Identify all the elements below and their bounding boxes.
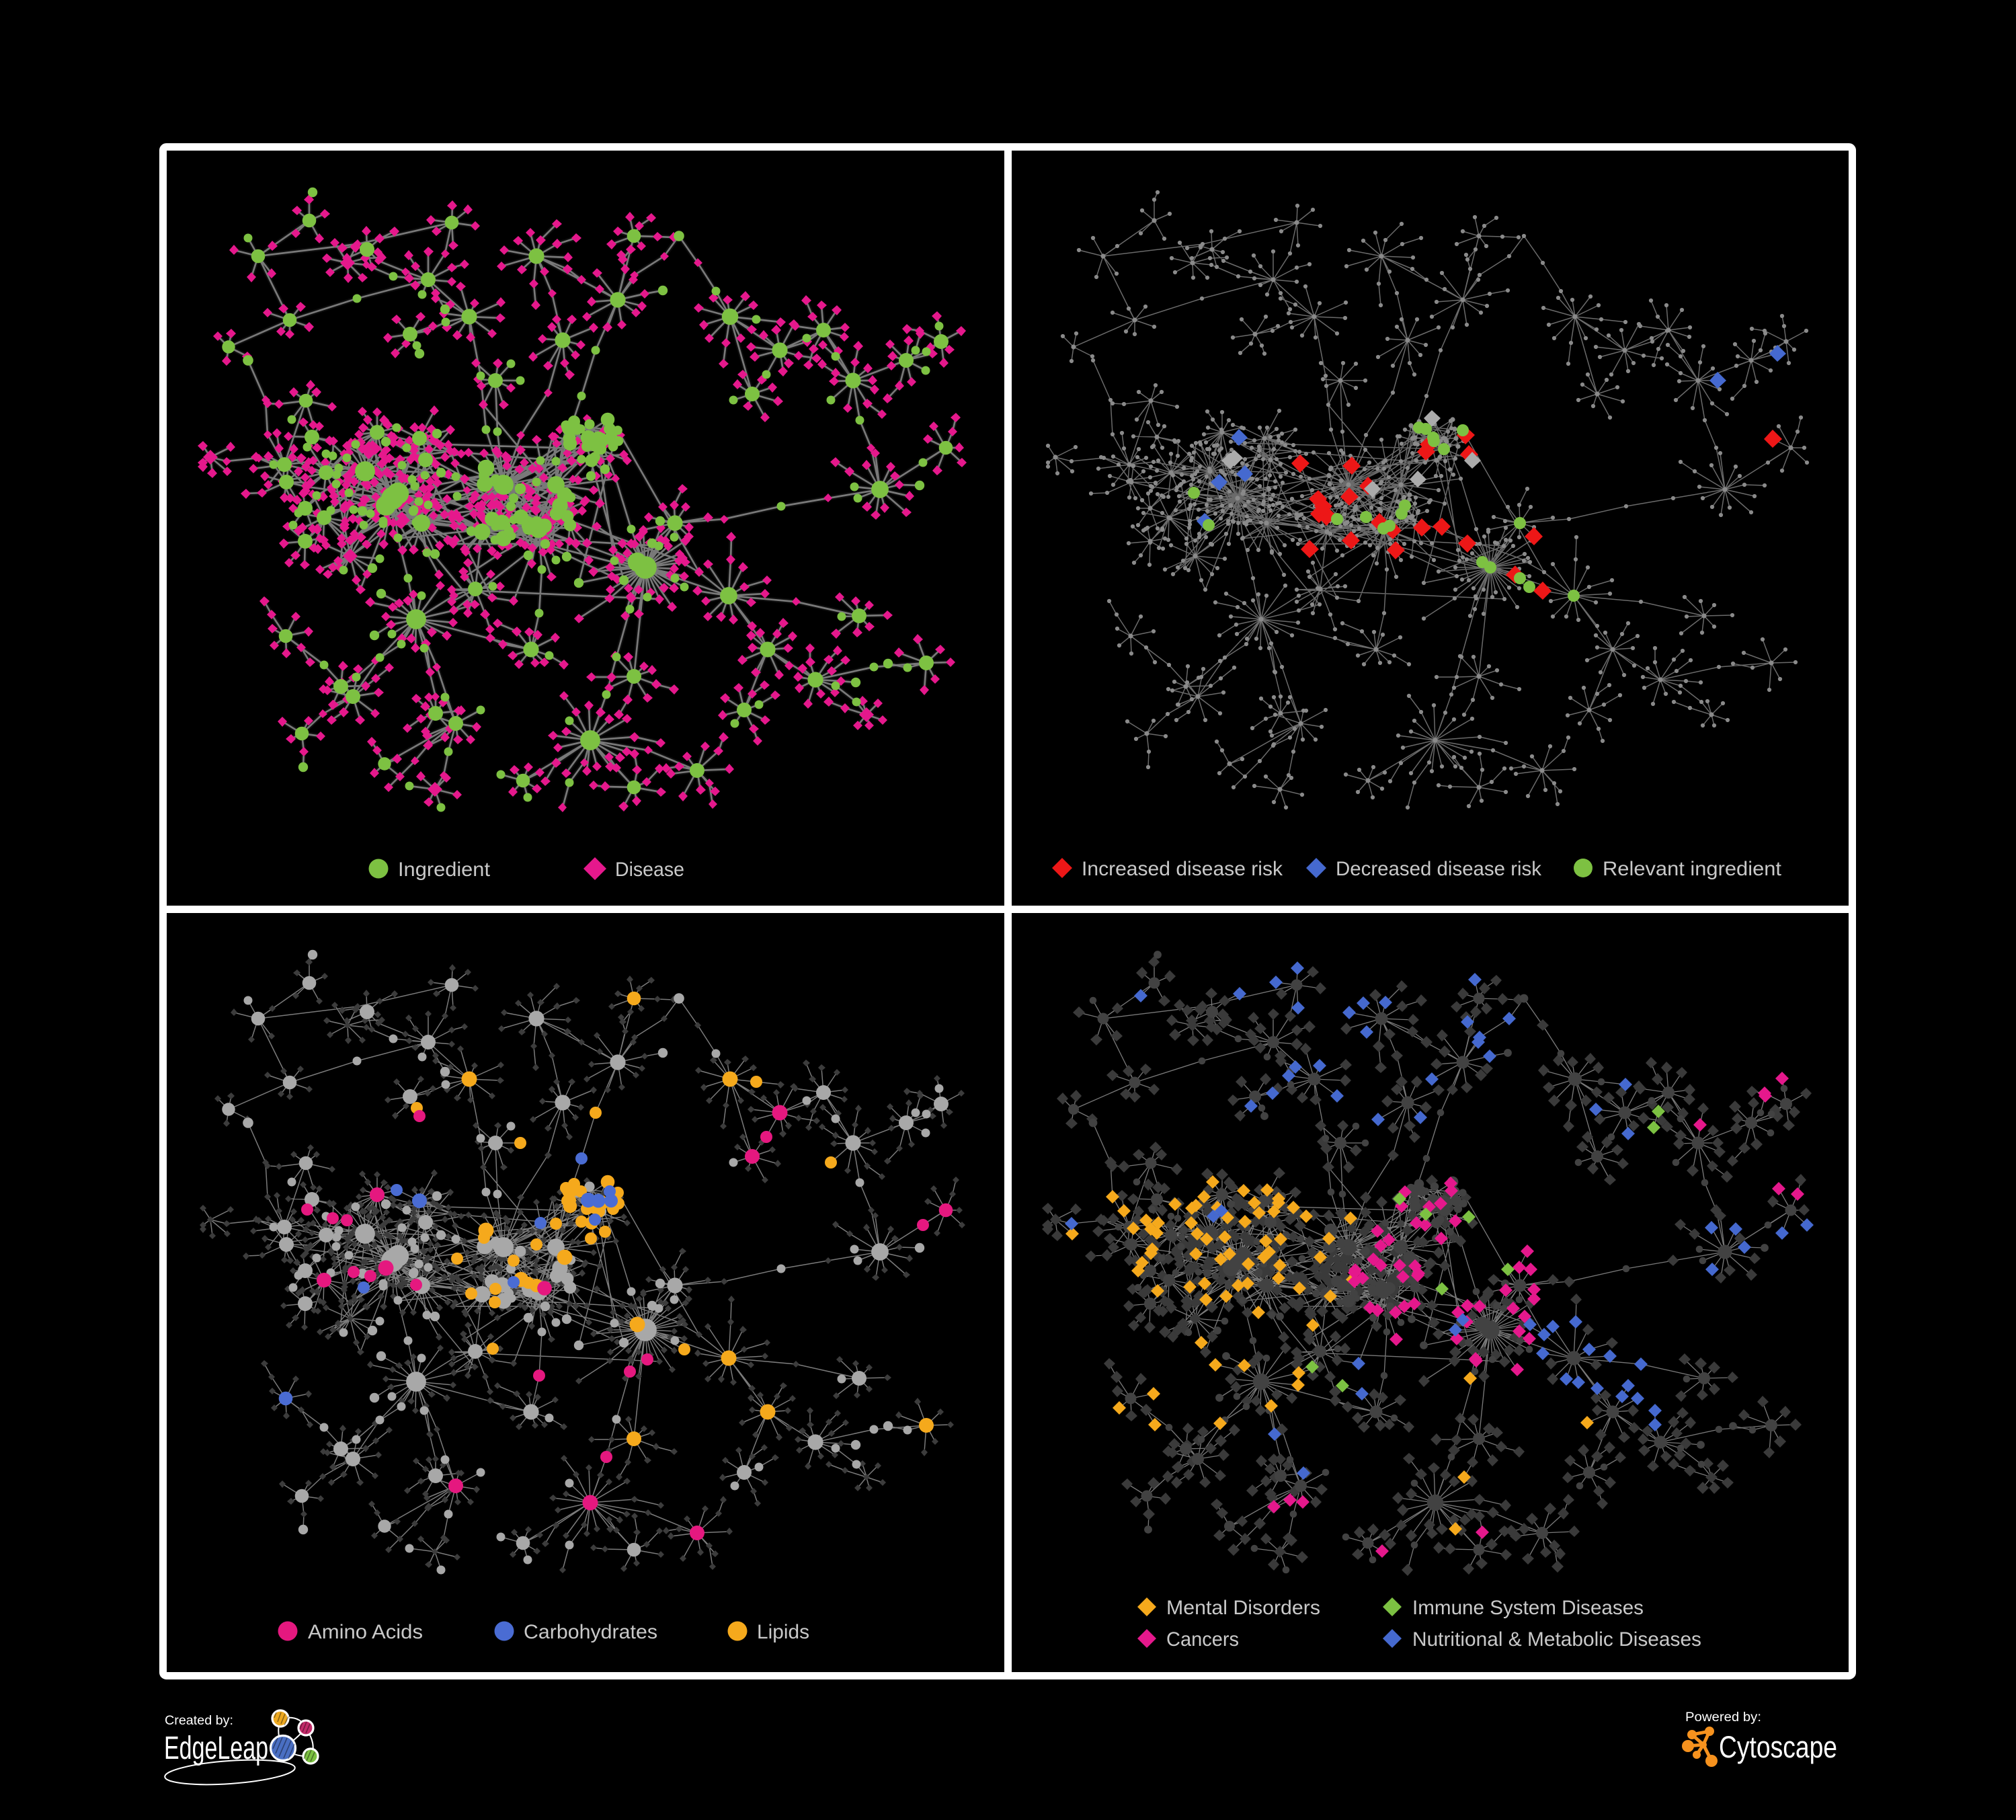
svg-text:Immune System Diseases: Immune System Diseases [1412, 1597, 1644, 1619]
svg-text:Decreased disease risk: Decreased disease risk [1336, 858, 1542, 880]
svg-text:Disease: Disease [615, 859, 684, 881]
svg-text:Carbohydrates: Carbohydrates [524, 1621, 657, 1643]
svg-text:Powered by:: Powered by: [1685, 1710, 1761, 1725]
svg-text:Cancers: Cancers [1166, 1628, 1239, 1651]
svg-text:EdgeLeap: EdgeLeap [164, 1731, 268, 1766]
svg-text:Lipids: Lipids [757, 1621, 809, 1643]
svg-text:Cytoscape: Cytoscape [1719, 1730, 1837, 1764]
svg-text:Amino Acids: Amino Acids [308, 1621, 423, 1643]
svg-text:Ingredient: Ingredient [398, 859, 491, 881]
svg-text:Nutritional & Metabolic Diseas: Nutritional & Metabolic Diseases [1412, 1628, 1701, 1651]
svg-text:Increased disease risk: Increased disease risk [1082, 858, 1283, 880]
svg-text:Mental Disorders: Mental Disorders [1166, 1597, 1320, 1619]
svg-text:Created by:: Created by: [165, 1714, 233, 1728]
svg-text:Relevant ingredient: Relevant ingredient [1603, 858, 1782, 880]
